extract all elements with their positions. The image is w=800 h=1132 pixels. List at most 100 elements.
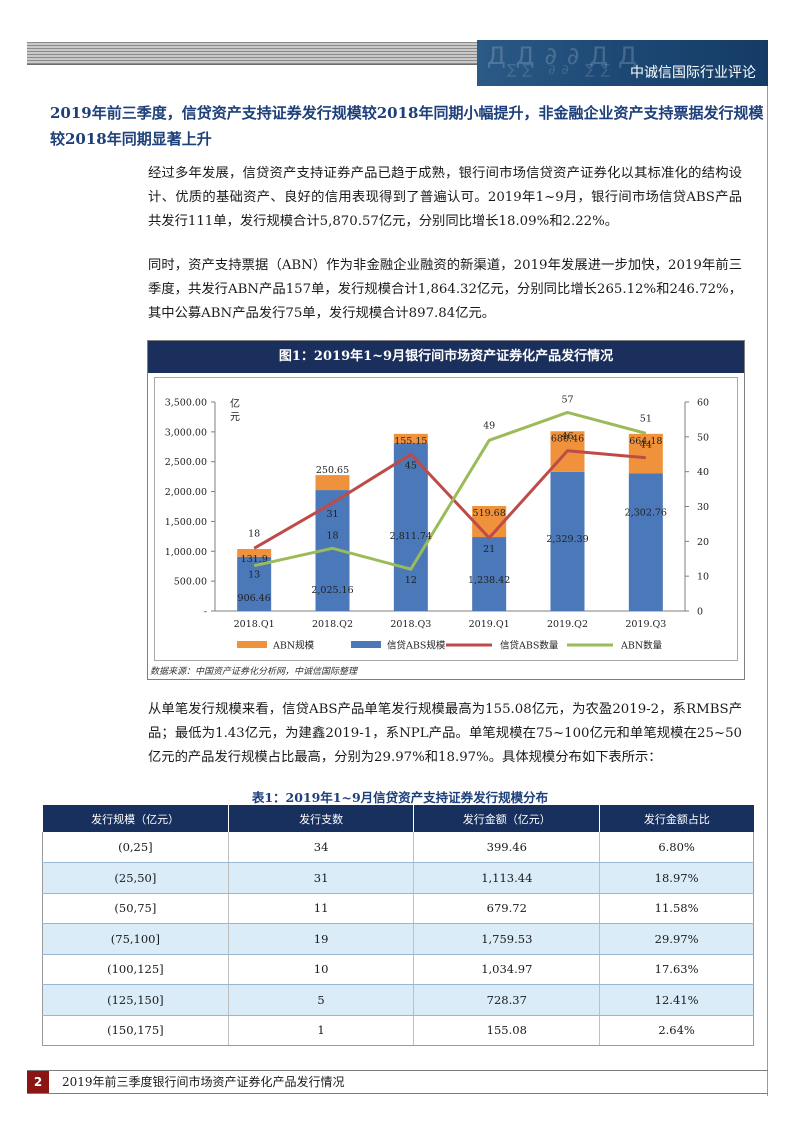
table-row: (100,125] 10 1,034.97 17.63% <box>42 954 754 985</box>
legend-label: ABN数量 <box>620 640 663 652</box>
abn-value-label: 664.18 <box>629 436 662 447</box>
table-cell: (0,25] <box>42 832 229 863</box>
left-tick-label: 1,000.00 <box>165 547 207 558</box>
abn-value-label: 131.9 <box>241 554 268 565</box>
abs-count-label: 45 <box>405 460 417 471</box>
abs-value-label: 2,025.16 <box>311 585 353 596</box>
abs-value-label: 1,238.42 <box>468 575 510 586</box>
abn-count-label: 57 <box>561 394 573 405</box>
table-title: 表1：2019年1~9月信贷资产支持证券发行规模分布 <box>251 790 549 805</box>
figure-title: 图1：2019年1~9月银行间市场资产证券化产品发行情况 <box>148 341 744 373</box>
abs-value-label: 2,329.39 <box>546 534 588 545</box>
table-cell: 399.46 <box>413 832 600 863</box>
left-tick-label: 3,500.00 <box>165 398 207 409</box>
abs-count-label: 46 <box>561 431 573 442</box>
right-tick-label: 30 <box>697 502 709 513</box>
x-tick-label: 2019.Q1 <box>469 619 510 630</box>
right-tick-label: 60 <box>697 398 709 409</box>
table-cell: (25,50] <box>42 862 229 894</box>
abn-value-label: 519.68 <box>473 508 506 519</box>
table-cell: (150,175] <box>42 1015 229 1046</box>
footer-title: 2019年前三季度银行间市场资产证券化产品发行情况 <box>62 1075 345 1089</box>
header-stripes <box>27 42 477 64</box>
abs-value-label: 2,811.74 <box>390 531 432 542</box>
table-cell: 11 <box>227 893 414 924</box>
abs-count-label: 18 <box>248 528 260 539</box>
abn-bar <box>315 475 350 491</box>
abn-count-label: 49 <box>483 420 495 431</box>
right-tick-label: 50 <box>697 432 709 443</box>
table-cell: 12.41% <box>599 984 754 1016</box>
table-cell: 34 <box>227 832 414 863</box>
left-tick-label: 1,500.00 <box>165 517 207 528</box>
header-rule <box>27 64 477 65</box>
table-header-cell: 发行规模（亿元） <box>42 805 229 832</box>
paragraph-2: 同时，资产支持票据（ABN）作为非金融企业融资的新渠道，2019年发展进一步加快… <box>148 258 742 321</box>
paragraph-3: 从单笔发行规模来看，信贷ABS产品单笔发行规模最高为155.08亿元，为农盈20… <box>148 702 742 765</box>
footer-rule <box>27 1070 768 1071</box>
figure-source: 数据来源：中国资产证券化分析网，中诚信国际整理 <box>150 667 358 677</box>
x-tick-label: 2019.Q2 <box>547 619 588 630</box>
table-row: (125,150] 5 728.37 12.41% <box>42 984 754 1016</box>
table-header-cell: 发行支数 <box>227 805 414 832</box>
legend-label: 信贷ABS规模 <box>387 640 446 652</box>
table-cell: (75,100] <box>42 923 229 955</box>
abs-bar <box>472 537 507 611</box>
table-cell: 728.37 <box>413 984 600 1016</box>
abn-bar <box>628 433 663 474</box>
section-heading: 2019年前三季度，信贷资产支持证券发行规模较2018年同期小幅提升，非金融企业… <box>50 104 764 148</box>
abs-count-label: 21 <box>483 544 495 555</box>
table-header-cell: 发行金额（亿元） <box>413 805 600 832</box>
legend-swatch <box>237 641 267 648</box>
abs-bar <box>393 443 428 611</box>
abn-bar <box>393 433 428 444</box>
abs-bar <box>628 473 663 611</box>
table-cell: 10 <box>227 954 414 985</box>
abn-count-label: 12 <box>405 575 417 586</box>
x-tick-label: 2018.Q1 <box>234 619 275 630</box>
abn-count-line <box>253 410 647 571</box>
right-margin-line <box>767 86 768 1096</box>
legend-swatch <box>351 641 381 648</box>
table-cell: (100,125] <box>42 954 229 985</box>
abn-value-label: 155.15 <box>394 436 427 447</box>
x-tick-label: 2018.Q2 <box>312 619 353 630</box>
right-tick-label: 40 <box>697 467 709 478</box>
abs-bar <box>237 556 272 611</box>
table-cell: 2.64% <box>599 1015 754 1046</box>
legend-label: 信贷ABS数量 <box>500 640 559 652</box>
left-tick-label: - <box>204 607 207 618</box>
right-tick-label: 10 <box>697 572 709 583</box>
left-axis-unit-label: 亿 <box>230 397 240 410</box>
left-tick-label: 2,500.00 <box>165 457 207 468</box>
abs-bar <box>550 471 585 611</box>
table-row: (50,75] 11 679.72 11.58% <box>42 893 754 924</box>
header-banner: ДД∂∂ДД ∑∑ ∂∂ ∑∑ 中诚信国际行业评论 <box>477 40 768 86</box>
org-name: 中诚信国际行业评论 <box>630 65 756 81</box>
table-cell: 17.63% <box>599 954 754 985</box>
table-row: (75,100] 19 1,759.53 29.97% <box>42 923 754 955</box>
paragraph-1: 经过多年发展，信贷资产支持证券产品已趋于成熟，银行间市场信贷资产证券化以其标准化… <box>148 166 742 229</box>
table-row: (25,50] 31 1,113.44 18.97% <box>42 862 754 894</box>
footer-rule-bottom <box>27 1093 768 1094</box>
table-header-row: 发行规模（亿元） 发行支数 发行金额（亿元） 发行金额占比 <box>42 805 754 832</box>
table-cell: 679.72 <box>413 893 600 924</box>
abs-value-label: 2,302.76 <box>625 507 667 518</box>
abn-value-label: 250.65 <box>316 465 349 476</box>
table-cell: 19 <box>227 923 414 955</box>
distribution-table: 发行规模（亿元） 发行支数 发行金额（亿元） 发行金额占比 (0,25] 34 … <box>42 805 754 1046</box>
table-cell: 1,034.97 <box>413 954 600 985</box>
table-cell: 11.58% <box>599 893 754 924</box>
abn-count-label: 18 <box>326 530 338 541</box>
abs-value-label: 906.46 <box>238 593 271 604</box>
abn-count-label: 13 <box>248 570 260 581</box>
abn-value-label: 680.46 <box>551 433 584 444</box>
left-tick-label: 3,000.00 <box>165 427 207 438</box>
table-cell: 155.08 <box>413 1015 600 1046</box>
abs-count-label: 44 <box>640 440 652 451</box>
page-number: 2 <box>27 1071 49 1093</box>
abs-count-label: 31 <box>326 509 338 520</box>
table-cell: 18.97% <box>599 862 754 894</box>
abn-bar <box>237 548 272 557</box>
x-tick-label: 2019.Q3 <box>625 619 666 630</box>
